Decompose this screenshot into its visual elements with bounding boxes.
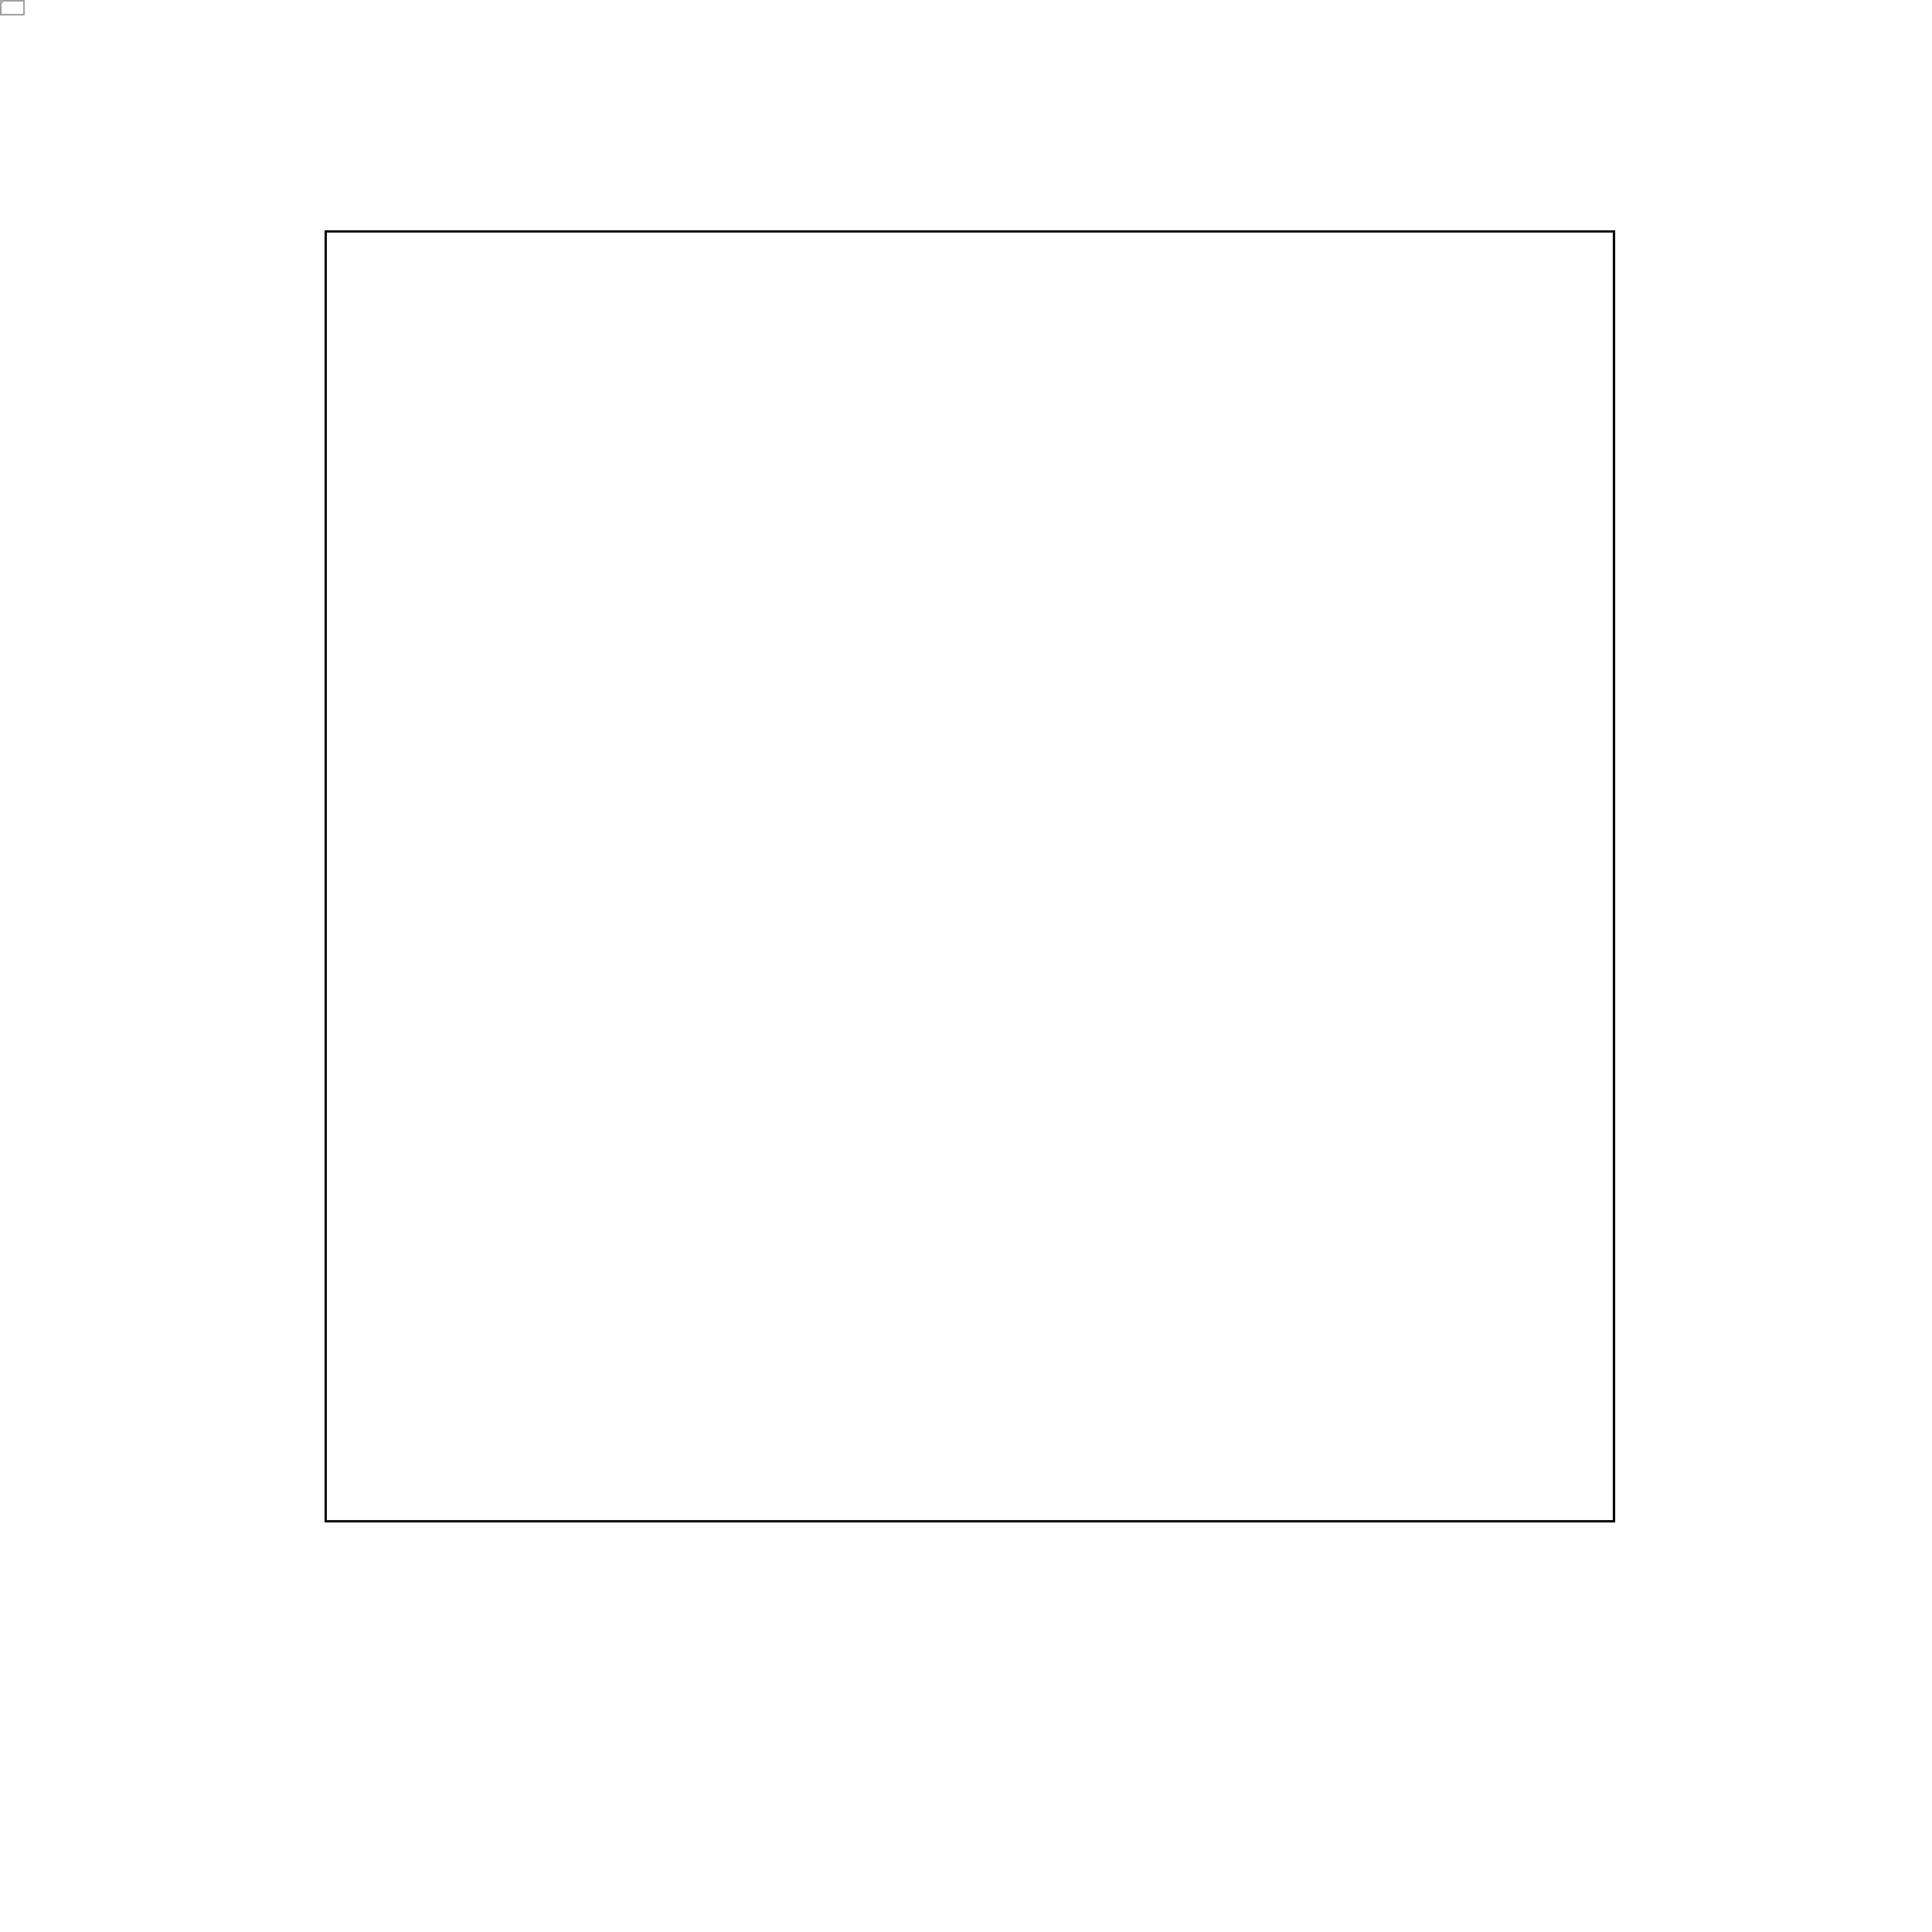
colorbar[interactable]	[0, 0, 3, 3]
precipitation-map-canvas	[327, 233, 1613, 1520]
pressure-note	[0, 0, 25, 15]
map-plot-area[interactable]	[325, 230, 1615, 1522]
